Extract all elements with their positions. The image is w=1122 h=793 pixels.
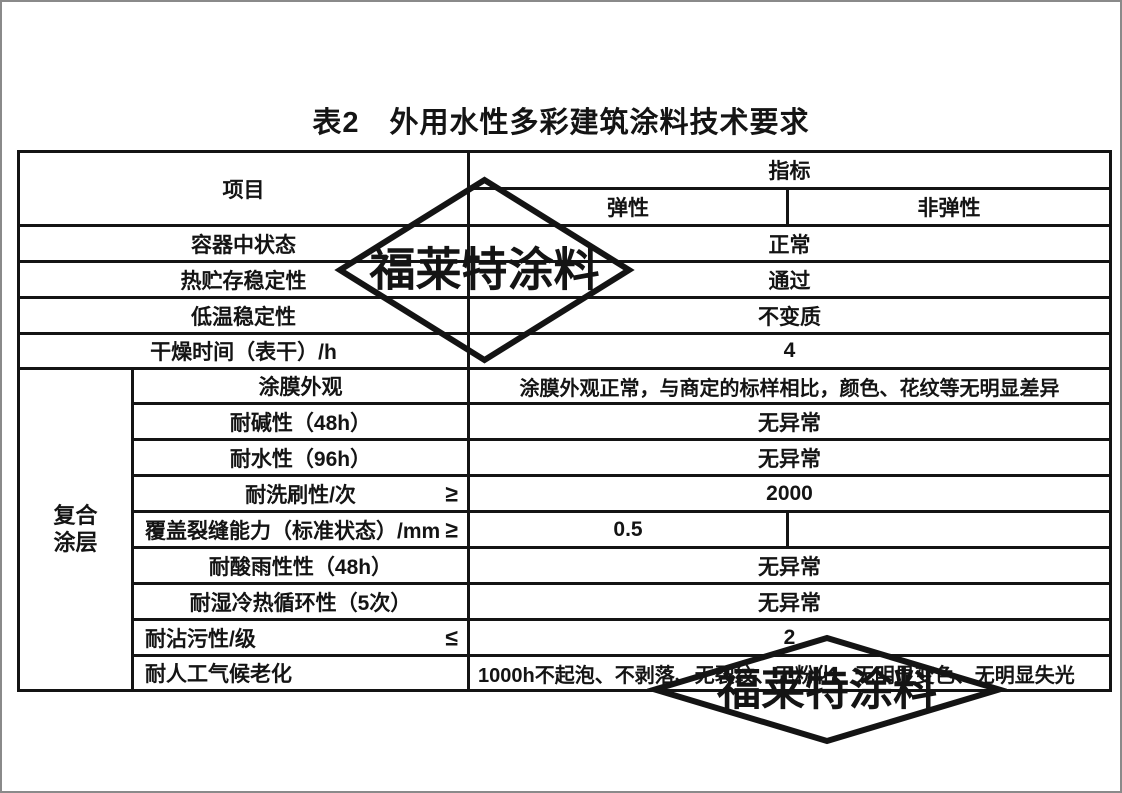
row-heat-cold-cycle-label: 耐湿冷热循环性（5次） bbox=[131, 582, 470, 621]
row-heat-storage-value: 通过 bbox=[467, 260, 1112, 299]
row-weathering-label: 耐人工气候老化 bbox=[131, 654, 470, 692]
scrub-resistance-label-text: 耐洗刷性/次 bbox=[245, 483, 356, 507]
group-label-line2: 涂层 bbox=[53, 529, 98, 555]
header-item-cell: 项目 bbox=[17, 150, 470, 227]
less-equal-symbol: ≤ bbox=[445, 624, 458, 650]
row-container-state-label: 容器中状态 bbox=[17, 224, 470, 263]
row-acid-rain-label: 耐酸雨性性（48h） bbox=[131, 546, 470, 585]
row-weathering-value: 1000h不起泡、不剥落、无裂纹、无粉化、无明显变色、无明显失光 bbox=[467, 654, 1112, 692]
header-non-elastic-cell: 非弹性 bbox=[786, 187, 1112, 227]
row-crack-bridging-label: 覆盖裂缝能力（标准状态）/mm ≥ bbox=[131, 510, 470, 549]
header-index-cell: 指标 bbox=[467, 150, 1112, 190]
row-stain-resistance-value: 2 bbox=[467, 618, 1112, 657]
row-scrub-resistance-value: 2000 bbox=[467, 474, 1112, 513]
group-composite-coating-cell: 复合 涂层 bbox=[17, 367, 134, 692]
row-crack-bridging-value-non-elastic bbox=[786, 510, 1112, 549]
row-low-temp-value: 不变质 bbox=[467, 296, 1112, 335]
row-heat-storage-label: 热贮存稳定性 bbox=[17, 260, 470, 299]
stain-resistance-label-text: 耐沾污性/级 bbox=[145, 627, 256, 651]
row-dry-time-label: 干燥时间（表干）/h bbox=[17, 332, 470, 370]
row-heat-cold-cycle-value: 无异常 bbox=[467, 582, 1112, 621]
crack-bridging-label-text: 覆盖裂缝能力（标准状态）/mm bbox=[145, 519, 441, 543]
row-film-appearance-value: 涂膜外观正常，与商定的标样相比，颜色、花纹等无明显差异 bbox=[467, 367, 1112, 405]
group-label-line1: 复合 bbox=[53, 503, 98, 529]
row-crack-bridging-value-elastic: 0.5 bbox=[467, 510, 789, 549]
spec-table: 项目 指标 弹性 非弹性 容器中状态 正常 热贮存稳定性 通过 低温稳定性 不变… bbox=[17, 150, 1112, 692]
row-container-state-value: 正常 bbox=[467, 224, 1112, 263]
row-low-temp-label: 低温稳定性 bbox=[17, 296, 470, 335]
row-alkali-resistance-value: 无异常 bbox=[467, 402, 1112, 441]
row-film-appearance-label: 涂膜外观 bbox=[131, 367, 470, 405]
row-acid-rain-value: 无异常 bbox=[467, 546, 1112, 585]
row-alkali-resistance-label: 耐碱性（48h） bbox=[131, 402, 470, 441]
greater-equal-symbol: ≥ bbox=[445, 480, 458, 506]
row-dry-time-value: 4 bbox=[467, 332, 1112, 370]
row-scrub-resistance-label: 耐洗刷性/次 ≥ bbox=[131, 474, 470, 513]
row-water-resistance-label: 耐水性（96h） bbox=[131, 438, 470, 477]
header-elastic-cell: 弹性 bbox=[467, 187, 789, 227]
page-title: 表2 外用水性多彩建筑涂料技术要求 bbox=[312, 107, 810, 139]
row-stain-resistance-label: 耐沾污性/级 ≤ bbox=[131, 618, 470, 657]
greater-equal-symbol: ≥ bbox=[445, 516, 458, 542]
row-water-resistance-value: 无异常 bbox=[467, 438, 1112, 477]
